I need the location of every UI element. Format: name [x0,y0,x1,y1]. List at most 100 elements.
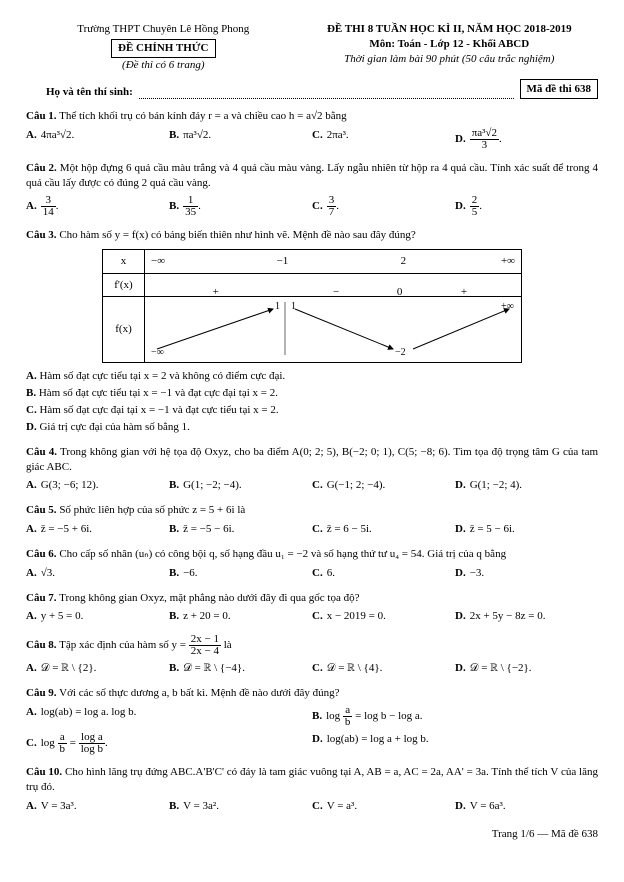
svg-1b: 1 [291,301,296,312]
pages-note: (Đề thi có 6 trang) [26,58,301,73]
cell-m1: −1 [277,254,289,269]
cell-minus: − [333,285,339,300]
name-dotted-line [139,89,514,99]
q5-D: D.z̄ = 5 − 6i. [455,522,598,537]
table-row-fprime: f'(x) + − 0 + [103,273,522,297]
question-3: Câu 3. Cho hàm số y = f(x) có bảng biến … [26,228,598,435]
q2-body: Một hộp đựng 6 quả cầu màu trắng và 4 qu… [26,162,598,189]
q7-C: C.x − 2019 = 0. [312,609,455,624]
q3-A: A. Hàm số đạt cực tiểu tại x = 2 và khôn… [26,369,598,384]
q2-B: B.135. [169,195,312,218]
svg-1a: 1 [275,301,280,312]
table-row-fx: f(x) −∞ 1 1 −2 +∞ [103,297,522,363]
q4-text: Câu 4. Trong không gian với hệ tọa độ Ox… [26,445,598,475]
q2-choices: A.314. B.135. C.37. D.25. [26,195,598,218]
q3-B: B. Hàm số đạt cực tiểu tại x = −1 và đạt… [26,386,598,401]
q4-choices: A.G(3; −6; 12). B.G(1; −2; −4). C.G(−1; … [26,478,598,493]
q9-D: D.log(ab) = log a + log b. [312,732,598,755]
exam-code: Mã đề thi 638 [520,79,598,100]
question-8: Câu 8. Tập xác định của hàm số y = 2x − … [26,634,598,676]
cell-plus2: + [461,285,467,300]
name-label: Họ và tên thí sinh: [46,85,133,100]
name-row: Họ và tên thí sinh: Mã đề thi 638 [26,79,598,100]
q5-B: B.z̄ = −5 − 6i. [169,522,312,537]
question-5: Câu 5. Số phức liên hợp của số phức z = … [26,503,598,537]
q1-C-text: 2πa³. [327,129,349,141]
q4-A: A.G(3; −6; 12). [26,478,169,493]
q5-C: C.z̄ = 6 − 5i. [312,522,455,537]
question-7: Câu 7. Trong không gian Oxyz, mặt phẳng … [26,591,598,625]
svg-pinf: +∞ [501,301,514,312]
q10-A: A.V = 3a³. [26,799,169,814]
q8-A: A.𝒟 = ℝ \ {2}. [26,661,169,676]
header-right: ĐỀ THI 8 TUẦN HỌC KÌ II, NĂM HỌC 2018-20… [301,22,598,73]
cell-zero: 0 [397,285,403,300]
variation-arrows-icon: −∞ 1 1 −2 +∞ [145,297,521,357]
q10-C: C.V = a³. [312,799,455,814]
q9-B: B.log ab = log b − log a. [312,705,598,728]
official-box: ĐỀ CHÍNH THỨC [111,39,215,58]
q6-D: D.−3. [455,566,598,581]
cell-fp: f'(x) [103,273,145,297]
q3-label: Câu 3. [26,229,57,241]
q1-label: Câu 1. [26,110,57,122]
cell-minf: −∞ [151,254,165,269]
q2-label: Câu 2. [26,162,57,174]
q9-choices: A.log(ab) = log a. log b. B.log ab = log… [26,705,598,755]
header-left: Trường THPT Chuyên Lê Hồng Phong ĐỀ CHÍN… [26,22,301,73]
q3-text: Câu 3. Cho hàm số y = f(x) có bảng biến … [26,228,598,243]
q5-A: A.z̄ = −5 + 6i. [26,522,169,537]
variation-svg-cell: −∞ 1 1 −2 +∞ [145,297,522,363]
q2-D: D.25. [455,195,598,218]
q10-text: Câu 10. Cho hình lăng trụ đứng ABC.A'B'C… [26,765,598,795]
question-10: Câu 10. Cho hình lăng trụ đứng ABC.A'B'C… [26,765,598,814]
q4-C: C.G(−1; 2; −4). [312,478,455,493]
question-9: Câu 9. Với các số thực dương a, b bất kì… [26,686,598,755]
q4-B: B.G(1; −2; −4). [169,478,312,493]
q5-choices: A.z̄ = −5 + 6i. B.z̄ = −5 − 6i. C.z̄ = 6… [26,522,598,537]
q1-D-den: 3 [470,140,499,151]
exam-title: ĐỀ THI 8 TUẦN HỌC KÌ II, NĂM HỌC 2018-20… [301,22,598,37]
q6-B: B.−6. [169,566,312,581]
q8-B: B.𝒟 = ℝ \ {−4}. [169,661,312,676]
q8-D: D.𝒟 = ℝ \ {−2}. [455,661,598,676]
q6-C: C.6. [312,566,455,581]
q10-B: B.V = 3a². [169,799,312,814]
q2-A: A.314. [26,195,169,218]
cell-2: 2 [401,254,407,269]
q3-D: D. Giá trị cực đại của hàm số bằng 1. [26,420,598,435]
q4-D: D.G(1; −2; 4). [455,478,598,493]
q8-text: Câu 8. Tập xác định của hàm số y = 2x − … [26,634,598,657]
q10-D: D.V = 6a³. [455,799,598,814]
q1-D: D.πa³√23. [455,128,598,151]
school-name: Trường THPT Chuyên Lê Hồng Phong [26,22,301,37]
q8-choices: A.𝒟 = ℝ \ {2}. B.𝒟 = ℝ \ {−4}. C.𝒟 = ℝ \… [26,661,598,676]
q9-A: A.log(ab) = log a. log b. [26,705,312,728]
q6-A: A.√3. [26,566,169,581]
q9-text: Câu 9. Với các số thực dương a, b bất kì… [26,686,598,701]
q1-B-text: πa³√2. [183,129,211,141]
q7-B: B.z + 20 = 0. [169,609,312,624]
q7-D: D.2x + 5y − 8z = 0. [455,609,598,624]
header: Trường THPT Chuyên Lê Hồng Phong ĐỀ CHÍN… [26,22,598,73]
subject: Môn: Toán - Lớp 12 - Khối ABCD [301,37,598,52]
cell-plus1: + [213,285,219,300]
q7-A: A.y + 5 = 0. [26,609,169,624]
q2-text: Câu 2. Một hộp đựng 6 quả cầu màu trắng … [26,161,598,191]
time-note: Thời gian làm bài 90 phút (50 câu trắc n… [301,52,598,67]
q6-text: Câu 6. Cho cấp số nhân (uₙ) có công bội … [26,547,598,562]
q3-body: Cho hàm số y = f(x) có bảng biến thiên n… [59,229,415,241]
question-2: Câu 2. Một hộp đựng 6 quả cầu màu trắng … [26,161,598,218]
variation-table: x −∞ −1 2 +∞ f'(x) + − 0 + f(x) [102,249,522,364]
cell-fx: f(x) [103,297,145,363]
q1-A: A.4πa³√2. [26,128,169,151]
q9-C: C.log ab = log alog b. [26,732,312,755]
q3-C: C. Hàm số đạt cực đại tại x = −1 và đạt … [26,403,598,418]
q10-choices: A.V = 3a³. B.V = 3a². C.V = a³. D.V = 6a… [26,799,598,814]
q2-C: C.37. [312,195,455,218]
cell-x: x [103,249,145,273]
q3-choices: A. Hàm số đạt cực tiểu tại x = 2 và khôn… [26,369,598,434]
q1-B: B.πa³√2. [169,128,312,151]
table-row-x: x −∞ −1 2 +∞ [103,249,522,273]
q1-A-text: 4πa³√2. [41,129,75,141]
